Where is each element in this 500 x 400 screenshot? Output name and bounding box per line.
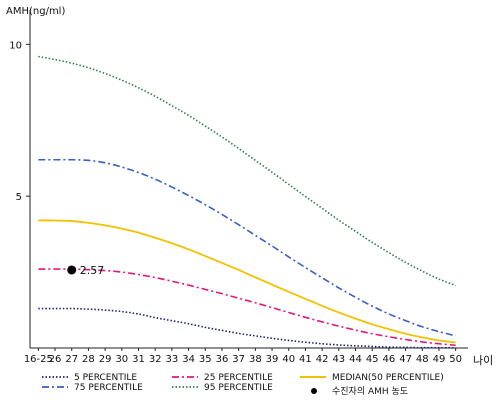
legend-label-4: 95 PERCENTILE	[204, 383, 273, 393]
x-tick-label: 30	[115, 354, 128, 365]
x-tick-label: 35	[199, 354, 212, 365]
series-line-3	[38, 158, 456, 337]
x-tick-label: 45	[366, 354, 379, 365]
x-tick-label: 34	[182, 354, 195, 365]
y-axis-label: AMH(ng/ml)	[6, 6, 65, 17]
x-tick-label: 37	[232, 354, 245, 365]
x-tick-label: 38	[249, 354, 262, 365]
x-tick-label: 39	[266, 354, 279, 365]
x-tick-label: 44	[349, 354, 362, 365]
series-line-2	[38, 219, 456, 344]
x-tick-label: 26	[49, 354, 62, 365]
patient-marker-value-label: 2.57	[80, 264, 105, 277]
x-axis-label: 나이	[473, 354, 493, 367]
x-tick-label: 43	[332, 354, 345, 365]
series-line-0	[38, 307, 456, 349]
x-tick-label: 33	[166, 354, 179, 365]
patient-marker-point	[67, 265, 77, 275]
legend-label-3: 75 PERCENTILE	[74, 383, 143, 393]
x-tick-label: 48	[416, 354, 429, 365]
x-tick-label: 27	[65, 354, 78, 365]
series-line-1	[38, 268, 456, 347]
legend-marker-label: 수진자의 AMH 농도	[332, 386, 408, 397]
x-tick-label: 31	[132, 354, 145, 365]
x-tick-label: 41	[299, 354, 312, 365]
x-tick-label: 50	[449, 354, 462, 365]
series-line-4	[38, 55, 456, 287]
x-tick-label: 46	[383, 354, 396, 365]
y-tick-label: 5	[16, 192, 22, 203]
legend-marker-swatch	[311, 388, 317, 394]
x-tick-label: 49	[433, 354, 446, 365]
x-tick-label: 36	[216, 354, 229, 365]
x-tick-label: 42	[316, 354, 329, 365]
x-tick-label: 16-25	[24, 354, 53, 365]
legend: 5 PERCENTILE 25 PERCENTILE MEDIAN(50 PERCE…	[42, 373, 444, 397]
x-tick-label: 47	[399, 354, 412, 365]
x-tick-label: 40	[282, 354, 295, 365]
y-tick-label: 10	[9, 40, 22, 51]
x-tick-label: 32	[149, 354, 162, 365]
legend-label-0: 5 PERCENTILE	[74, 373, 137, 383]
legend-label-1: 25 PERCENTILE	[204, 373, 273, 383]
x-tick-label: 29	[99, 354, 112, 365]
legend-label-2: MEDIAN(50 PERCENTILE)	[332, 373, 444, 383]
x-tick-label: 28	[82, 354, 95, 365]
